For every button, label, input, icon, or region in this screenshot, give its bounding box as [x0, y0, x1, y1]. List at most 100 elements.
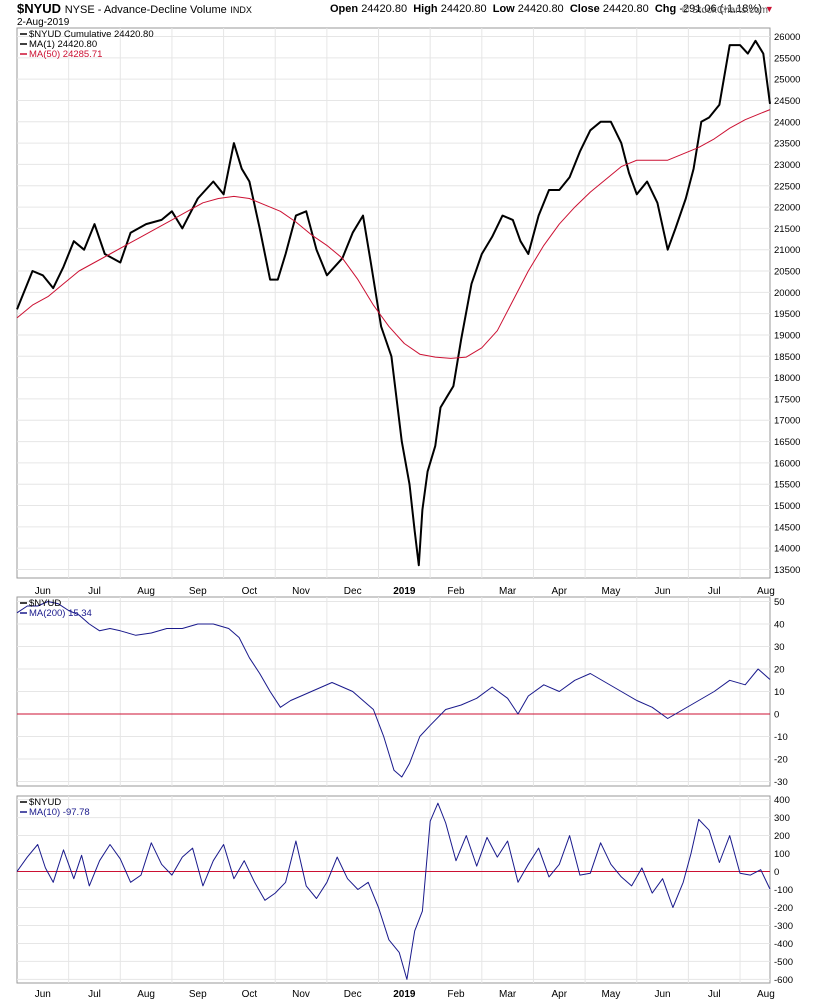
low-value: 24420.80 [517, 3, 564, 15]
legend-label: $NYUD Cumulative 24420.80 [29, 29, 154, 40]
ohlc-summary: Open 24420.80 High 24420.80 Low 24420.80… [330, 3, 774, 15]
y-tick-label: 20000 [774, 288, 800, 299]
y-tick-label: 40 [774, 620, 785, 631]
y-tick-label: 21500 [774, 224, 800, 235]
open-value: 24420.80 [361, 3, 408, 15]
x-tick-label: May [601, 989, 620, 1000]
chart-date: 2-Aug-2019 [17, 17, 70, 28]
y-tick-label: 20500 [774, 267, 800, 278]
y-tick-label: 400 [774, 795, 790, 806]
x-tick-label: Jul [708, 586, 721, 597]
close-label: Close [569, 3, 600, 15]
close-value: 24420.80 [602, 3, 649, 15]
series-line-ma-50- [16, 109, 771, 359]
y-tick-label: 14500 [774, 522, 800, 533]
chart-symbol-header: $NYUD NYSE - Advance-Decline Volume INDX [17, 1, 252, 16]
panel-3: -600 -500 -400 -300 -200 -100 0 100 200 300 400 $NY… [16, 795, 793, 986]
top-x-axis: Jun Jul Aug Sep Oct Nov Dec 2019 Feb Mar Apr May Jun… [35, 586, 775, 597]
y-tick-label: 300 [774, 813, 790, 824]
y-tick-label: 25500 [774, 53, 800, 64]
y-tick-label: -200 [774, 903, 793, 914]
y-tick-label: 30 [774, 642, 785, 653]
x-tick-label: Mar [499, 586, 517, 597]
y-tick-label: 14000 [774, 544, 800, 555]
y-tick-label: -30 [774, 777, 788, 788]
series-line-ma-10- [16, 802, 771, 980]
y-tick-label: 13500 [774, 565, 800, 576]
x-tick-label: Oct [242, 989, 258, 1000]
y-tick-label: 17500 [774, 394, 800, 405]
y-tick-label: 15500 [774, 480, 800, 491]
x-tick-label: 2019 [393, 586, 416, 597]
x-tick-label: Sep [189, 586, 207, 597]
panel-1: 13500 14000 14500 15000 15500 16000 16500 17000… [16, 27, 800, 579]
x-tick-label: Jun [655, 586, 671, 597]
x-tick-label: Jun [35, 586, 51, 597]
y-tick-label: -600 [774, 975, 793, 986]
x-tick-label: Apr [552, 586, 568, 597]
y-tick-label: 0 [774, 710, 779, 721]
x-tick-label: Feb [447, 989, 465, 1000]
y-tick-label: 19000 [774, 330, 800, 341]
exchange: INDX [230, 5, 252, 15]
x-tick-label: Sep [189, 989, 207, 1000]
y-tick-label: -100 [774, 885, 793, 896]
x-tick-label: Aug [757, 586, 775, 597]
legend-label: MA(1) 24420.80 [29, 39, 97, 50]
y-tick-label: 100 [774, 849, 790, 860]
y-tick-label: 23000 [774, 160, 800, 171]
y-tick-label: 0 [774, 867, 779, 878]
y-tick-label: -400 [774, 939, 793, 950]
y-tick-label: 18500 [774, 352, 800, 363]
x-tick-label: Feb [447, 586, 465, 597]
y-tick-label: 25000 [774, 75, 800, 86]
x-tick-label: Oct [242, 586, 258, 597]
y-tick-label: -500 [774, 957, 793, 968]
x-tick-label: Dec [344, 586, 362, 597]
x-tick-label: Jul [88, 586, 101, 597]
y-tick-label: 24000 [774, 117, 800, 128]
x-tick-label: Nov [292, 989, 310, 1000]
y-tick-label: 21000 [774, 245, 800, 256]
y-tick-label: -10 [774, 732, 788, 743]
x-tick-label: May [601, 586, 620, 597]
x-tick-label: 2019 [393, 989, 416, 1000]
brand-logo: © StockCharts.com [681, 5, 768, 16]
legend-label: MA(10) -97.78 [29, 807, 90, 818]
y-tick-label: -20 [774, 755, 788, 766]
y-tick-label: 10 [774, 687, 785, 698]
y-tick-label: 15000 [774, 501, 800, 512]
y-tick-label: 19500 [774, 309, 800, 320]
x-tick-label: Jul [708, 989, 721, 1000]
panel-frame [16, 27, 771, 579]
y-tick-label: 16500 [774, 437, 800, 448]
chg-label: Chg [654, 3, 677, 15]
legend-label: $NYUD [29, 797, 61, 808]
series-line-ma-200- [16, 601, 771, 778]
down-triangle-icon: ▼ [764, 4, 774, 14]
x-tick-label: Jul [88, 989, 101, 1000]
symbol-description: NYSE - Advance-Decline Volume [64, 4, 227, 16]
y-tick-label: 50 [774, 597, 785, 608]
x-tick-label: Jun [35, 989, 51, 1000]
chg-value: -291.06 (-1.18%) [679, 3, 762, 15]
x-tick-label: Apr [552, 989, 568, 1000]
y-tick-label: 18000 [774, 373, 800, 384]
y-tick-label: 16000 [774, 458, 800, 469]
y-tick-label: 20 [774, 665, 785, 676]
y-tick-label: 22500 [774, 181, 800, 192]
legend-label: MA(50) 24285.71 [29, 49, 102, 60]
y-tick-label: 17000 [774, 416, 800, 427]
high-label: High [413, 3, 438, 15]
bottom-x-axis: Jun Jul Aug Sep Oct Nov Dec 2019 Feb Mar Apr May Jun… [35, 989, 775, 1000]
x-tick-label: Dec [344, 989, 362, 1000]
legend-label: MA(200) 15.34 [29, 608, 92, 619]
symbol: $NYUD [17, 1, 62, 16]
open-label: Open [330, 3, 359, 15]
x-tick-label: Aug [137, 586, 155, 597]
y-tick-label: 22000 [774, 203, 800, 214]
high-value: 24420.80 [440, 3, 487, 15]
legend-label: $NYUD [29, 598, 61, 609]
